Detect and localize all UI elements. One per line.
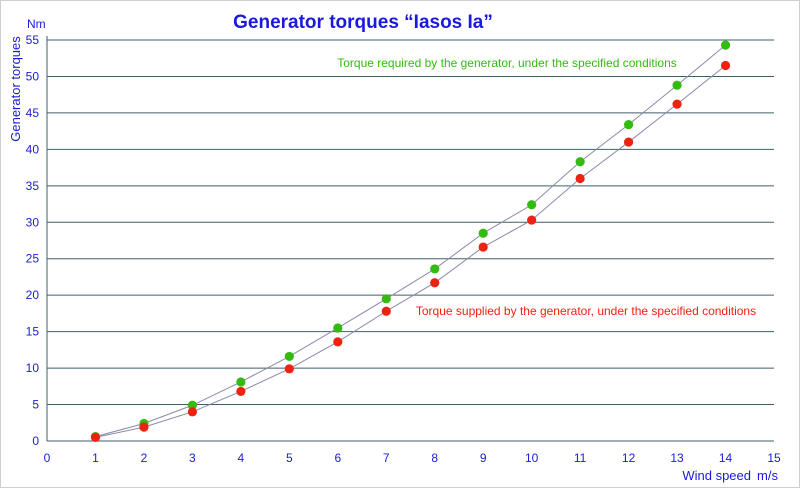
series-points-required: [90, 40, 731, 442]
data-point: [624, 137, 634, 147]
x-tick-label: 7: [383, 451, 390, 465]
series: [90, 40, 731, 442]
data-point: [236, 386, 246, 397]
y-tick-label: 40: [26, 142, 40, 156]
data-point: [381, 294, 391, 304]
x-axis-label: Wind speed: [682, 468, 751, 483]
y-tick-label: 50: [26, 69, 40, 83]
x-tick-label: 4: [238, 451, 245, 465]
x-tick-label: 5: [286, 451, 293, 465]
x-tick-labels: 0 1 2 3 4 5 6 7 8 9 10 11 12 13 14 15: [44, 451, 781, 465]
y-tick-label: 20: [26, 288, 40, 302]
chart-title: Generator torques “Iasos Ia”: [233, 12, 493, 33]
x-tick-label: 13: [670, 451, 684, 465]
data-point: [284, 364, 294, 374]
axes: [46, 36, 774, 442]
y-tick-label: 0: [32, 434, 39, 448]
data-point: [672, 99, 682, 109]
grid-lines: [47, 39, 774, 406]
data-point: [527, 215, 537, 225]
series-label-supplied: Torque supplied by the generator, under …: [416, 304, 756, 318]
data-point: [720, 40, 731, 50]
x-tick-label: 14: [719, 451, 733, 465]
x-tick-label: 10: [525, 451, 539, 465]
data-point: [139, 422, 149, 432]
y-tick-label: 25: [26, 252, 40, 266]
x-tick-label: 1: [92, 451, 99, 465]
x-tick-label: 12: [622, 451, 636, 465]
series-points-supplied: [90, 60, 731, 442]
data-point: [624, 119, 634, 130]
series-required: [95, 44, 726, 438]
y-tick-label: 10: [26, 361, 40, 375]
data-point: [720, 60, 731, 71]
data-point: [187, 400, 197, 410]
x-tick-label: 15: [767, 451, 781, 465]
y-axis-label: Generator torques: [8, 36, 23, 142]
y-tick-label: 35: [26, 179, 40, 193]
series-line: [95, 44, 726, 438]
data-point: [575, 173, 585, 184]
data-point: [478, 242, 488, 252]
data-point: [381, 306, 391, 316]
x-tick-label: 0: [44, 451, 51, 465]
y-unit-label: Nm: [27, 17, 46, 31]
x-tick-label: 3: [189, 451, 196, 465]
series-label-required: Torque required by the generator, under …: [337, 56, 677, 70]
series-supplied: [95, 65, 726, 438]
y-tick-label: 30: [26, 215, 40, 229]
data-point: [575, 157, 585, 167]
y-tick-label: 45: [26, 106, 40, 120]
y-tick-label: 15: [26, 325, 40, 339]
y-tick-label: 5: [32, 398, 39, 412]
data-point: [527, 200, 537, 210]
x-tick-label: 6: [334, 451, 341, 465]
y-tick-label: 55: [26, 33, 40, 47]
y-tick-labels: 0 5 10 15 20 25 30 35 40 45 50 55: [26, 33, 40, 448]
data-point: [333, 323, 343, 333]
data-point: [284, 351, 294, 362]
data-point: [430, 264, 440, 274]
x-tick-label: 8: [431, 451, 438, 465]
x-tick-label: 2: [141, 451, 148, 465]
data-point: [478, 228, 488, 238]
data-point: [236, 377, 246, 387]
data-point: [90, 432, 101, 442]
series-line: [95, 65, 726, 438]
x-tick-label: 9: [480, 451, 487, 465]
data-point: [333, 337, 343, 347]
data-point: [672, 80, 682, 90]
data-point: [430, 278, 440, 288]
x-tick-label: 11: [574, 451, 587, 465]
x-unit-label: m/s: [757, 468, 778, 483]
data-point: [187, 407, 197, 417]
